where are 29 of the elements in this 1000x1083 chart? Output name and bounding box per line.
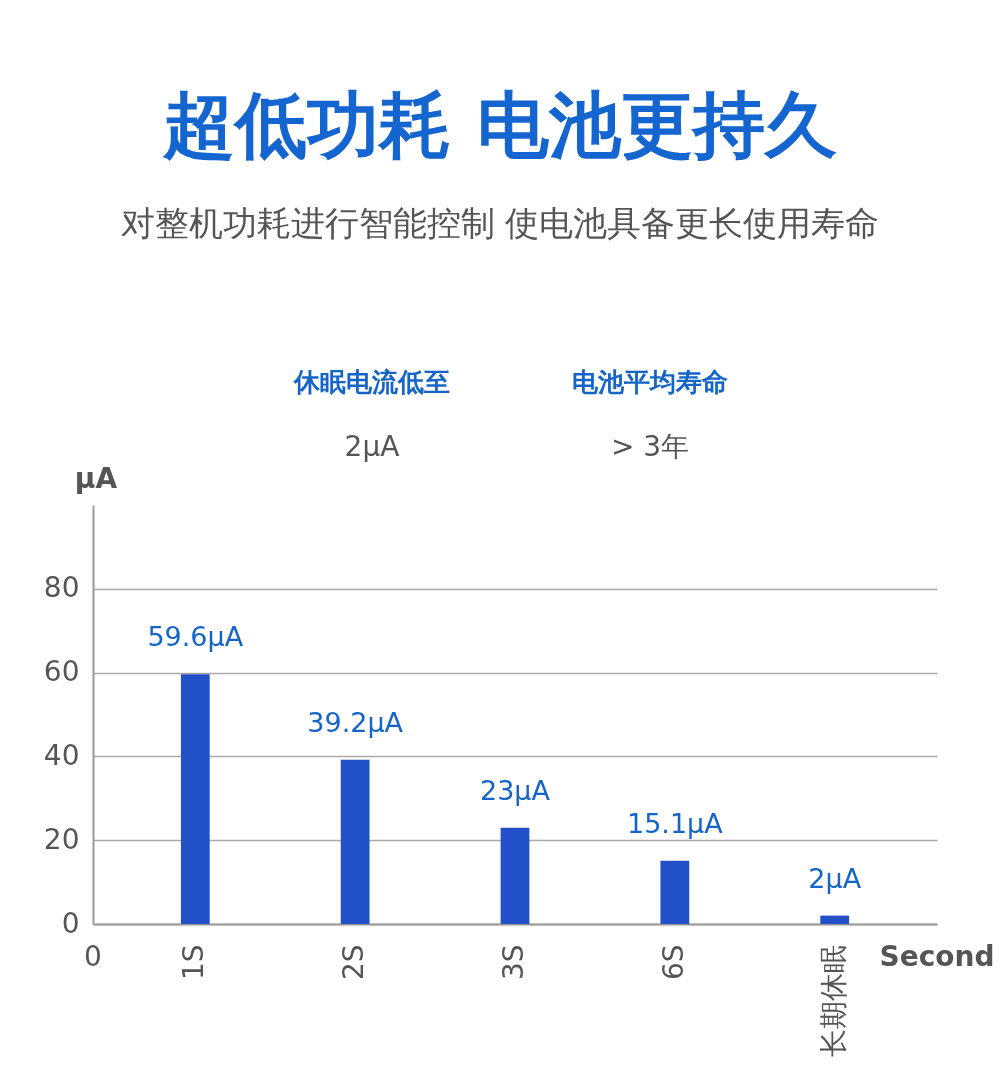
bar <box>340 759 370 924</box>
data-label: 15.1μA <box>626 807 724 839</box>
chart-subtitle: 对整机功耗进行智能控制 使电池具备更长使用寿命 <box>120 203 880 243</box>
y-tick-label: 20 <box>43 822 80 856</box>
y-axis-title: μA <box>74 462 118 495</box>
x-tick-label: 1S <box>177 944 211 981</box>
data-label: 23μA <box>479 774 551 806</box>
x-tick-label: 长期休眠 <box>816 944 850 1057</box>
y-tick-label: 60 <box>43 655 80 689</box>
bar <box>500 827 530 924</box>
data-label: 59.6μA <box>147 621 244 653</box>
bar <box>180 674 210 924</box>
text: 0 <box>84 940 102 973</box>
x-tick-label: 3S <box>497 944 530 981</box>
x-tick-label: 2S <box>337 944 371 981</box>
chart-title: 超低功耗 电池更持久 <box>162 83 837 167</box>
data-label: 2μA <box>808 862 862 894</box>
y-tick-label: 40 <box>43 738 80 772</box>
text: 休眠电流低至 <box>293 367 450 397</box>
bar <box>660 860 690 924</box>
text: 2μA <box>344 430 400 463</box>
text: 电池平均寿命 <box>572 367 728 397</box>
bar <box>820 915 850 924</box>
y-tick-label: 80 <box>43 571 80 605</box>
data-label: 39.2μA <box>307 706 404 738</box>
x-tick-label: 6S <box>656 944 690 981</box>
y-tick-label: 0 <box>61 906 80 940</box>
text: > 3年 <box>610 430 690 463</box>
x-axis-title: Second <box>879 940 995 973</box>
